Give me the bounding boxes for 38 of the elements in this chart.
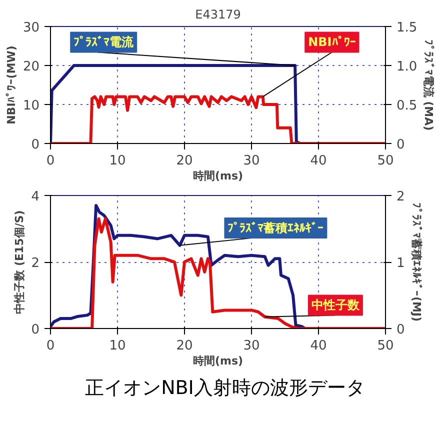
y-tick-label: 20 [22, 60, 40, 74]
text: NBIﾊﾟﾜｰ [308, 35, 356, 50]
y-tick-label: 30 [22, 20, 40, 36]
x-tick-label: 40 [310, 154, 327, 168]
y2-tick-label: 0 [396, 322, 405, 338]
series-label: ﾌﾟﾗｽﾞﾏ蓄積ｴﾈﾙｷﾞｰ [228, 221, 324, 236]
y-axis-title: NBIﾊﾟﾜｰ(MW) [4, 46, 18, 124]
y-tick-label: 0 [31, 138, 40, 152]
y2-tick-label: 1.5 [396, 20, 418, 36]
y2-tick-label: 1 [396, 256, 405, 271]
x-tick-label: 10 [109, 338, 126, 354]
y-tick-label: 2 [31, 256, 40, 271]
x-tick-label: 0 [46, 154, 55, 168]
x-tick-label: 20 [176, 338, 193, 354]
y2-tick-label: 2 [396, 190, 405, 204]
y2-axis-title: ﾌﾟﾗｽﾞﾏ蓄積ｴﾈﾙｷﾞｰ(MJ) [410, 202, 423, 322]
y-axis-title: 中性子数 (E15個/S) [13, 210, 26, 314]
y-tick-label: 10 [22, 98, 40, 114]
x-tick-label: 40 [310, 338, 327, 354]
text: 正イオンNBI入射時の波形データ [85, 376, 365, 401]
series-label: ﾌﾟﾗｽﾞﾏ電流 [74, 35, 135, 50]
y2-tick-label: 0 [396, 138, 405, 152]
x-axis-title: 時間(ms) [192, 354, 244, 368]
x-tick-label: 50 [377, 154, 394, 168]
y-tick-label: 4 [31, 190, 40, 204]
chart-title: E43179 [195, 8, 241, 22]
x-tick-label: 20 [176, 154, 193, 168]
y2-axis-title: ﾌﾟﾗｽﾞﾏ電流 (MA) [422, 39, 436, 131]
series-label: 中性子数 [311, 298, 360, 312]
x-tick-label: 10 [109, 154, 126, 168]
x-tick-label: 0 [46, 338, 55, 354]
x-tick-label: 50 [377, 338, 394, 354]
y2-tick-label: 0.5 [396, 98, 418, 114]
x-tick-label: 30 [243, 154, 260, 168]
x-tick-label: 30 [243, 338, 260, 354]
x-axis-title: 時間(ms) [192, 170, 244, 182]
y-tick-label: 0 [31, 322, 40, 338]
y2-tick-label: 1.0 [396, 60, 418, 74]
